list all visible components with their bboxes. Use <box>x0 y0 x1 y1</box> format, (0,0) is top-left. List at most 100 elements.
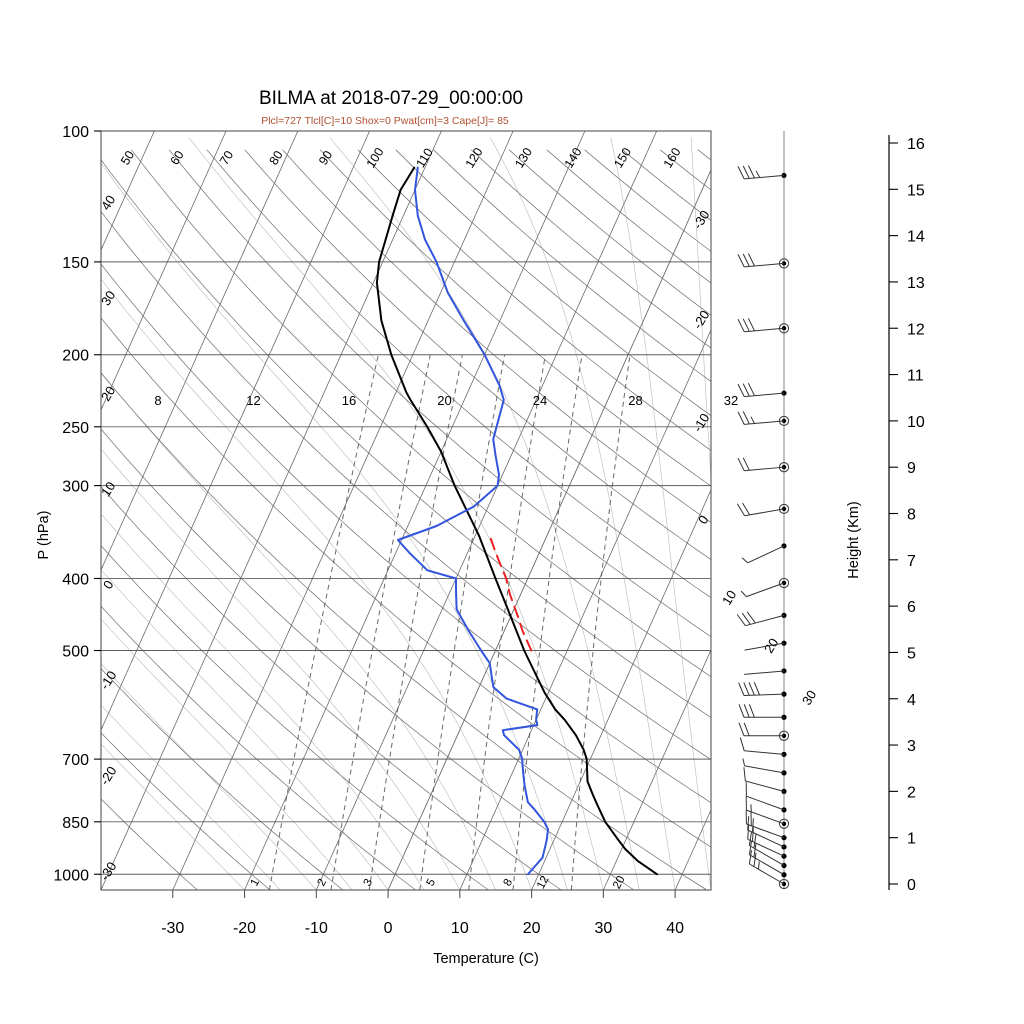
sounding-indices-subtitle: Plcl=727 Tlcl[C]=10 Shox=0 Pwat[cm]=3 Ca… <box>261 115 509 127</box>
wind-barb-full <box>753 852 757 867</box>
dry-adiabat-line <box>546 149 711 284</box>
wind-barb-full <box>737 166 745 180</box>
wind-barb-full <box>741 612 751 625</box>
wind-barb-shaft <box>749 845 785 866</box>
isotherm-label-left: 0 <box>100 578 117 592</box>
wind-barb-shaft <box>745 614 785 627</box>
wind-barb-shaft <box>747 545 785 564</box>
wind-barb-full <box>742 383 750 397</box>
wind-barb-full <box>752 818 754 833</box>
pressure-tick-label: 150 <box>62 255 89 272</box>
wind-barb <box>745 796 790 829</box>
wind-barb-full <box>753 682 761 696</box>
wind-barb <box>743 767 787 794</box>
wind-barb-shaft <box>744 508 785 517</box>
pressure-tick-label: 250 <box>62 420 89 437</box>
wind-barb-full <box>742 457 750 471</box>
wind-barb-full <box>747 816 750 831</box>
wind-barb <box>748 840 787 878</box>
dry-adiabat-line <box>101 317 711 848</box>
mixing-ratio-line <box>268 354 379 890</box>
wind-barb <box>744 668 787 675</box>
isotherm-line <box>101 131 299 571</box>
wind-barb <box>737 382 787 398</box>
height-tick-label: 13 <box>907 275 925 292</box>
wind-barb-column <box>736 131 790 890</box>
wind-barb-full <box>748 704 755 718</box>
temperature-tick-label: -20 <box>233 920 256 937</box>
wind-level-circle <box>778 878 790 890</box>
wind-level-dot <box>781 261 787 266</box>
dry-adiabat-label: 130 <box>512 145 535 170</box>
wind-barb-full <box>737 254 745 268</box>
wind-barb-full <box>753 843 757 858</box>
mixing-ratio-label: 3 <box>362 877 376 888</box>
height-tick-label: 15 <box>907 182 925 199</box>
isotherm-label-left: 10 <box>98 479 118 499</box>
isotherm-label-left: 20 <box>98 384 118 404</box>
dry-adiabat-line <box>101 732 271 890</box>
dry-adiabat-line <box>774 150 1024 890</box>
isotherm-line <box>101 131 370 731</box>
wind-barb <box>736 502 790 517</box>
wind-barb-full <box>737 383 745 397</box>
wind-barb-full <box>752 827 754 842</box>
wind-barb-shaft <box>744 466 785 472</box>
temperature-tick-label: 20 <box>523 920 541 937</box>
dry-adiabat-line <box>244 149 711 561</box>
dry-adiabat-line <box>101 486 562 890</box>
height-tick-label: 3 <box>907 738 916 755</box>
wind-barb-full <box>737 457 745 471</box>
temperature-tick-label: 30 <box>594 920 612 937</box>
pressure-axis-title: P (hPa) <box>36 511 52 560</box>
dry-adiabat-label: 90 <box>316 148 335 167</box>
wind-barb-full <box>737 318 745 332</box>
dry-adiabat-line <box>508 149 711 316</box>
wind-barb-shaft <box>743 693 785 696</box>
temperature-tick-label: 10 <box>451 920 469 937</box>
wind-barb-shaft <box>746 823 785 839</box>
header: BILMA at 2018-07-29_00:00:00 Plcl=727 Tlc… <box>259 88 523 127</box>
trace-parcel <box>488 534 533 652</box>
dry-adiabat-line <box>101 210 711 761</box>
mixing-ratio-label: 2 <box>316 877 330 888</box>
wind-barb-full <box>748 831 752 846</box>
pressure-tick-label: 400 <box>62 571 89 588</box>
pressure-tick-label: 850 <box>62 815 89 832</box>
pressure-tick-label: 500 <box>62 644 89 661</box>
height-tick-label: 8 <box>907 507 916 524</box>
sounding-traces <box>375 166 659 876</box>
wind-barb <box>738 682 787 697</box>
wind-barb-full <box>742 502 751 516</box>
pressure-axis: 100 150 200 250 300 400 500 700 850 1000 P (hPa) <box>36 124 101 884</box>
isotherm-line <box>101 131 155 251</box>
moist-adiabat-line <box>101 513 425 890</box>
isotherm-lines <box>0 131 711 890</box>
isotherm-label-mid: 28 <box>628 393 642 408</box>
moist-adiabat-line <box>101 278 532 890</box>
isotherm-label-left: 30 <box>98 288 118 308</box>
dry-adiabat-line <box>101 372 707 890</box>
isotherm-label-mid: 32 <box>724 393 738 408</box>
wind-barb-full <box>747 825 750 840</box>
dry-adiabat-label: 110 <box>413 146 435 170</box>
temperature-axis-title: Temperature (C) <box>433 951 539 967</box>
wind-level-dot <box>781 172 787 179</box>
plot-frame <box>100 130 712 891</box>
isotherm-line <box>603 649 711 890</box>
wind-barb <box>738 704 787 720</box>
dry-adiabat-line <box>101 428 635 890</box>
wind-barb <box>741 543 787 564</box>
moist-adiabat-line <box>796 137 819 890</box>
wind-level-circle <box>778 503 790 515</box>
isotherm-line <box>0 131 11 890</box>
dry-adiabat-line <box>357 149 711 451</box>
dry-adiabat-line <box>101 263 711 804</box>
wind-barb-full <box>743 682 750 696</box>
wind-barb-shaft <box>746 582 785 598</box>
dry-adiabat-line <box>319 149 711 487</box>
wind-barb-shaft <box>749 863 785 885</box>
isotherm-label-left: 40 <box>98 193 118 213</box>
